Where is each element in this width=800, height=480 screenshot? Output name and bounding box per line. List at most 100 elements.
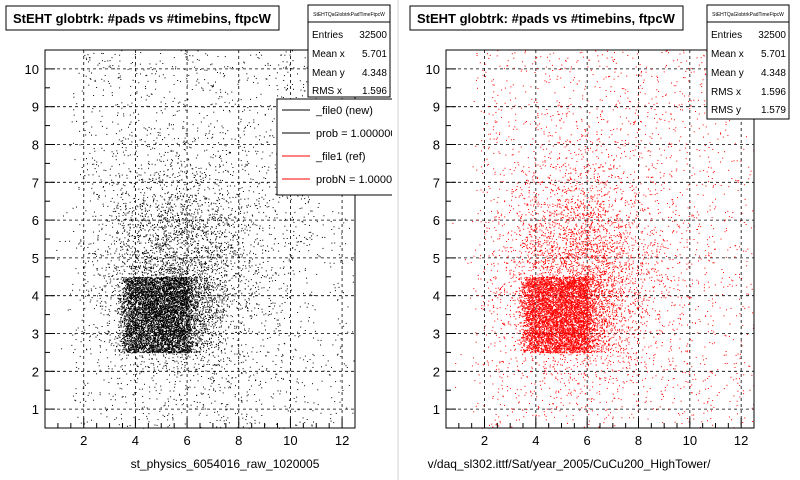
left-point <box>249 315 251 317</box>
left-point <box>188 291 190 293</box>
left-point <box>140 226 141 228</box>
left-point <box>256 372 258 374</box>
left-point <box>161 226 163 228</box>
left-point <box>152 363 154 364</box>
left-point <box>165 276 167 278</box>
left-point <box>204 270 206 271</box>
left-point <box>107 251 109 253</box>
left-point <box>135 341 137 343</box>
left-point <box>187 238 189 240</box>
left-point <box>299 271 301 273</box>
left-point <box>138 298 140 299</box>
left-point <box>249 252 251 254</box>
left-point <box>208 162 210 164</box>
left-point <box>218 285 220 287</box>
left-point <box>89 57 91 59</box>
left-point <box>185 208 187 210</box>
left-point <box>159 322 161 324</box>
left-point <box>129 208 131 209</box>
left-point <box>197 380 199 382</box>
left-point <box>217 305 219 307</box>
left-point <box>151 313 153 315</box>
left-point <box>158 342 160 343</box>
left-point <box>164 242 166 244</box>
left-point <box>180 332 182 334</box>
left-point <box>168 300 170 302</box>
left-point <box>166 263 168 265</box>
left-point <box>140 338 142 340</box>
left-point <box>179 340 181 342</box>
left-point <box>116 331 118 333</box>
left-point <box>220 91 222 93</box>
left-point <box>145 339 147 341</box>
left-point <box>183 257 185 259</box>
left-point <box>214 263 216 265</box>
left-point <box>197 127 199 129</box>
left-point <box>207 304 208 306</box>
left-point <box>111 197 113 199</box>
left-point <box>153 293 155 295</box>
left-point <box>287 88 288 89</box>
left-point <box>170 276 172 278</box>
left-point <box>236 220 238 222</box>
left-point <box>140 96 142 98</box>
left-point <box>176 337 178 338</box>
left-point <box>175 327 177 328</box>
left-point <box>299 241 301 243</box>
left-point <box>144 268 146 270</box>
left-point <box>145 316 147 318</box>
left-point <box>163 97 165 99</box>
left-point <box>162 282 164 284</box>
left-point <box>158 351 160 353</box>
left-point <box>145 347 146 349</box>
left-point <box>157 235 158 236</box>
left-point <box>127 343 129 345</box>
left-point <box>149 179 151 180</box>
left-point <box>132 219 134 221</box>
left-point <box>163 281 165 282</box>
left-point <box>206 115 208 116</box>
left-point <box>118 73 120 74</box>
left-point <box>117 343 119 345</box>
left-point <box>91 392 92 394</box>
left-point <box>199 338 200 340</box>
left-point <box>180 246 182 248</box>
left-point <box>193 267 195 269</box>
left-point <box>133 186 135 188</box>
left-point <box>135 330 137 332</box>
left-point <box>148 238 150 240</box>
left-point <box>161 267 163 269</box>
left-point <box>320 412 322 414</box>
left-point <box>218 189 220 191</box>
left-point <box>220 165 221 167</box>
left-point <box>94 81 96 82</box>
left-point <box>198 330 200 332</box>
left-point <box>187 219 189 221</box>
left-point <box>91 72 92 74</box>
left-point <box>178 321 180 323</box>
left-point <box>248 234 250 236</box>
left-point <box>234 103 236 105</box>
left-point <box>303 65 305 67</box>
left-point <box>209 339 211 341</box>
left-point <box>201 270 203 272</box>
left-point <box>153 339 155 341</box>
left-point <box>91 134 92 136</box>
left-point <box>129 425 131 427</box>
left-point <box>133 317 135 319</box>
left-point <box>204 304 205 306</box>
left-point <box>217 256 219 258</box>
left-point <box>219 341 220 343</box>
left-point <box>244 328 245 330</box>
left-point <box>125 313 127 315</box>
left-point <box>142 320 143 322</box>
left-point <box>137 293 139 295</box>
left-point <box>155 320 157 321</box>
left-point <box>176 322 178 324</box>
left-point <box>169 310 171 312</box>
left-point <box>166 325 168 327</box>
left-point <box>152 218 153 220</box>
left-point <box>126 252 128 254</box>
left-point <box>174 381 176 383</box>
left-point <box>216 248 218 250</box>
